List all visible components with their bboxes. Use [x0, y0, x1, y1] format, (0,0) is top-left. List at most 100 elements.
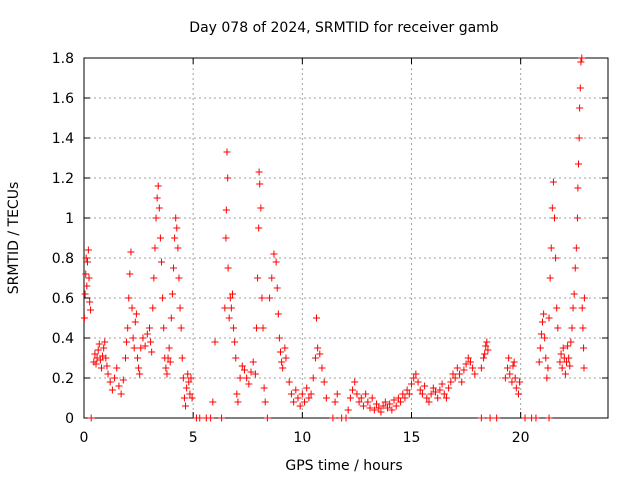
- data-point: [307, 390, 315, 398]
- data-point: [111, 374, 119, 382]
- y-tick-label: 0.4: [52, 331, 74, 347]
- data-point: [121, 354, 129, 362]
- x-axis-label: GPS time / hours: [285, 458, 402, 474]
- data-point: [449, 370, 457, 378]
- data-point: [580, 294, 588, 302]
- chart-title: Day 078 of 2024, SRMTID for receiver gam…: [189, 20, 499, 36]
- data-point: [535, 358, 543, 366]
- data-point: [510, 358, 518, 366]
- data-point: [573, 214, 581, 222]
- y-tick-label: 0.6: [52, 291, 74, 307]
- data-point: [174, 244, 182, 252]
- data-point: [196, 414, 204, 422]
- data-point: [355, 398, 363, 406]
- data-point: [511, 374, 519, 382]
- data-point: [481, 350, 489, 358]
- data-point: [545, 414, 553, 422]
- data-point: [153, 194, 161, 202]
- data-point: [263, 414, 271, 422]
- data-point: [251, 370, 259, 378]
- data-point: [160, 324, 168, 332]
- data-point: [462, 360, 470, 368]
- data-point: [243, 374, 251, 382]
- data-point: [432, 388, 440, 396]
- data-point: [453, 364, 461, 372]
- data-point: [558, 364, 566, 372]
- data-point: [390, 396, 398, 404]
- data-point: [136, 370, 144, 378]
- data-point: [117, 390, 125, 398]
- data-point: [180, 394, 188, 402]
- y-axis-label: SRMTID / TECUs: [6, 182, 22, 295]
- data-point: [578, 304, 586, 312]
- data-point: [154, 182, 162, 190]
- data-point: [460, 366, 468, 374]
- data-point: [87, 306, 95, 314]
- data-point: [357, 394, 365, 402]
- data-point: [423, 394, 431, 402]
- data-point: [539, 318, 546, 326]
- data-point: [82, 270, 90, 278]
- data-point: [466, 358, 474, 366]
- data-point: [182, 402, 190, 410]
- data-point: [445, 384, 453, 392]
- data-point: [397, 398, 405, 406]
- data-point: [578, 54, 586, 62]
- data-point: [543, 374, 551, 382]
- data-point: [172, 214, 180, 222]
- data-point: [368, 394, 376, 402]
- data-point: [484, 346, 492, 354]
- data-point: [87, 414, 95, 422]
- data-point: [225, 314, 233, 322]
- data-point: [162, 364, 170, 372]
- data-point: [320, 378, 328, 386]
- data-point: [236, 374, 244, 382]
- data-point: [141, 342, 149, 350]
- data-point: [245, 380, 253, 388]
- data-point: [410, 374, 418, 382]
- data-point: [232, 354, 240, 362]
- data-point: [92, 360, 100, 368]
- data-point: [301, 398, 309, 406]
- data-point: [314, 344, 322, 352]
- data-point: [565, 354, 573, 362]
- data-point: [505, 354, 513, 362]
- x-tick-label: 0: [80, 430, 89, 446]
- data-point: [438, 380, 446, 388]
- data-point: [542, 354, 550, 362]
- data-point: [227, 304, 235, 312]
- data-point: [553, 304, 561, 312]
- data-point: [183, 384, 191, 392]
- data-point: [536, 344, 544, 352]
- data-point: [568, 324, 576, 332]
- data-point: [331, 398, 339, 406]
- data-point: [188, 394, 196, 402]
- data-point: [322, 394, 330, 402]
- data-point: [287, 390, 295, 398]
- data-point: [211, 338, 219, 346]
- y-tick-label: 0.8: [52, 251, 74, 267]
- data-point: [557, 350, 565, 358]
- data-point: [249, 358, 257, 366]
- data-point: [563, 358, 571, 366]
- data-point: [412, 370, 420, 378]
- data-point: [166, 358, 174, 366]
- data-point: [85, 274, 93, 282]
- x-tick-label: 15: [403, 430, 421, 446]
- data-point: [546, 274, 554, 282]
- data-point: [222, 206, 230, 214]
- data-point: [401, 394, 409, 402]
- data-point: [316, 350, 324, 358]
- data-point: [504, 364, 512, 372]
- x-tick-label: 5: [189, 430, 198, 446]
- data-point: [152, 214, 160, 222]
- data-point: [266, 294, 274, 302]
- data-point: [509, 362, 517, 370]
- data-point: [151, 244, 159, 252]
- data-point: [171, 234, 179, 242]
- data-point: [80, 314, 88, 322]
- data-point: [268, 274, 276, 282]
- data-point: [388, 406, 396, 414]
- data-point: [147, 338, 155, 346]
- y-tick-label: 1.8: [52, 51, 74, 67]
